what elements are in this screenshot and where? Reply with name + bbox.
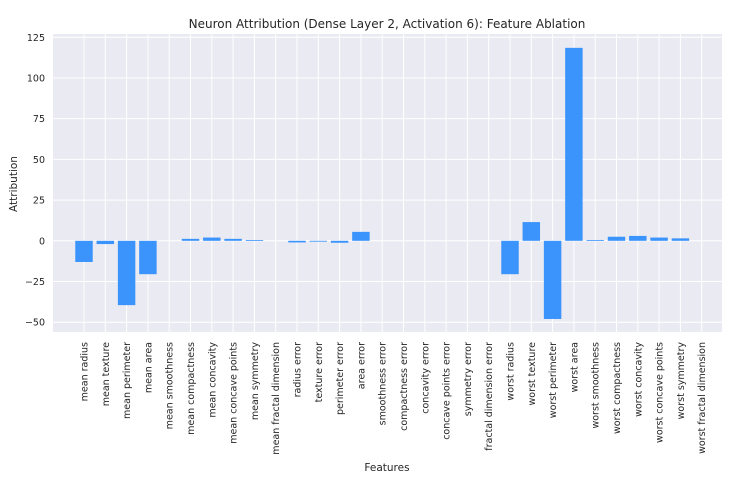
x-tick-label: compactness error: [399, 342, 410, 431]
bar-mean-texture: [96, 240, 115, 245]
x-tick-label: worst perimeter: [548, 342, 559, 418]
bar-radius-error: [288, 240, 306, 243]
x-tick-label: mean fractal dimension: [271, 342, 282, 455]
bar-area-error: [352, 231, 370, 241]
bar-mean-concave-points: [224, 238, 242, 241]
x-tick-label: worst smoothness: [591, 342, 602, 429]
bars: [75, 47, 690, 319]
bar-worst-symmetry: [671, 238, 690, 241]
x-tick-label: symmetry error: [463, 342, 474, 416]
x-tick-label: worst symmetry: [676, 342, 687, 420]
y-tick-label: −50: [25, 318, 45, 329]
x-tick-label: mean radius: [80, 342, 91, 401]
x-tick-label: smoothness error: [378, 342, 389, 425]
y-tick-labels: −50 −25 0 25 50 75 100 125: [25, 33, 45, 329]
x-tick-label: fractal dimension error: [484, 342, 495, 451]
y-tick-label: 25: [33, 196, 45, 207]
x-tick-label: worst concavity: [633, 342, 644, 417]
y-tick-label: −25: [25, 277, 45, 288]
y-tick-label: 125: [27, 33, 45, 44]
x-tick-label: mean smoothness: [165, 342, 176, 429]
x-tick-label: mean perimeter: [122, 342, 133, 419]
bar-worst-radius: [501, 240, 519, 275]
x-tick-label: area error: [356, 342, 367, 389]
bar-worst-texture: [522, 222, 541, 241]
y-tick-label: 50: [33, 155, 45, 166]
x-tick-label: mean compactness: [186, 342, 197, 435]
x-tick-labels: mean radius mean texture mean perimeter mea…: [80, 342, 709, 455]
x-tick-label: mean concave points: [229, 342, 240, 444]
x-tick-label: worst compactness: [612, 342, 623, 434]
bar-perimeter-error: [330, 240, 349, 243]
x-tick-label: mean area: [143, 342, 154, 393]
plot-background: [53, 34, 722, 332]
y-tick-label: 75: [33, 114, 45, 125]
bar-texture-error: [309, 240, 328, 242]
bar-worst-area: [565, 47, 583, 241]
x-tick-label: worst fractal dimension: [697, 342, 708, 454]
y-tick-label: 100: [27, 73, 45, 84]
x-tick-label: mean symmetry: [250, 342, 261, 421]
bar-worst-concave-points: [650, 237, 668, 241]
x-tick-label: concave points error: [442, 342, 453, 440]
y-tick-label: 0: [39, 236, 45, 247]
x-tick-label: worst texture: [527, 342, 538, 406]
x-tick-label: concavity error: [420, 342, 431, 414]
bar-worst-compactness: [607, 236, 626, 241]
x-tick-label: worst area: [569, 342, 580, 392]
bar-mean-area: [139, 240, 157, 275]
x-tick-label: texture error: [314, 342, 325, 402]
x-tick-label: radius error: [293, 342, 304, 397]
bar-mean-compactness: [181, 238, 200, 241]
x-tick-label: worst radius: [506, 342, 517, 401]
bar-mean-concavity: [203, 237, 221, 241]
x-tick-label: mean texture: [101, 342, 112, 406]
y-axis-label: Attribution: [8, 156, 20, 212]
bar-worst-perimeter: [543, 240, 562, 319]
bar-mean-perimeter: [117, 240, 136, 306]
bar-worst-concavity: [629, 235, 647, 241]
x-axis-label: Features: [364, 462, 409, 474]
x-tick-label: mean concavity: [207, 342, 218, 418]
x-tick-label: worst concave points: [655, 342, 666, 443]
grid: [53, 34, 722, 332]
x-tick-label: perimeter error: [335, 342, 346, 415]
bar-mean-symmetry: [245, 239, 264, 241]
bar-mean-radius: [75, 240, 93, 262]
bar-worst-smoothness: [586, 239, 604, 241]
chart-title: Neuron Attribution (Dense Layer 2, Activ…: [189, 17, 586, 31]
